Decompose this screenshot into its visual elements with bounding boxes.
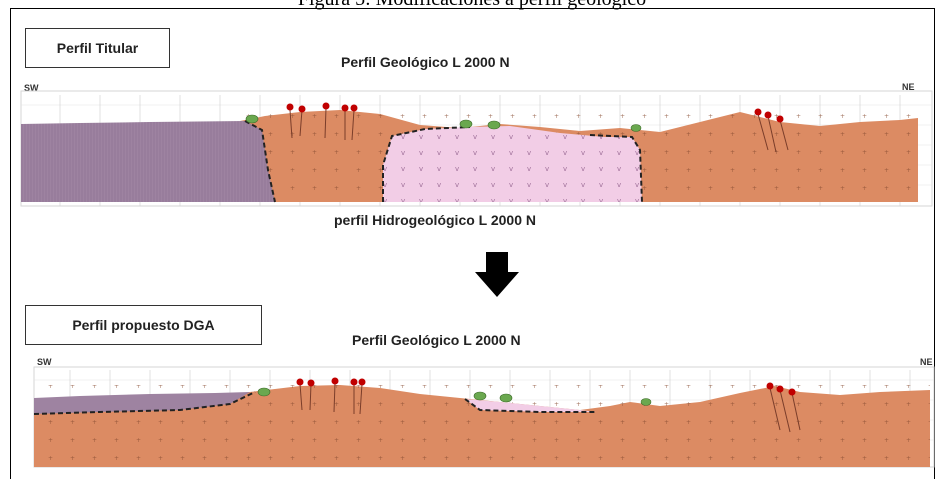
bottom-ne-label: NE (920, 357, 933, 367)
bottom-contact-left (33, 391, 256, 415)
figure-caption: Figura 5: Modificaciones a perfil geológ… (0, 0, 944, 11)
perfil-propuesto-label: Perfil propuesto DGA (25, 305, 262, 345)
down-arrow-icon (475, 252, 519, 297)
bottom-red-markers (296, 377, 796, 396)
hydro-section-title: perfil Hidrogeológico L 2000 N (334, 212, 537, 228)
top-ne-label: NE (902, 82, 915, 92)
top-contact-pink-right (589, 134, 643, 203)
bottom-green-markers (257, 387, 652, 406)
top-red-markers (286, 102, 784, 123)
perfil-titular-label: Perfil Titular (25, 28, 170, 68)
top-contact-pink (382, 126, 471, 202)
bottom-purple-unit (34, 392, 250, 414)
bottom-sw-label: SW (37, 357, 52, 367)
figure-frame (10, 8, 935, 479)
bottom-pink-unit (465, 399, 596, 412)
top-green-markers (245, 114, 642, 132)
bottom-drillholes (299, 382, 801, 433)
top-pink-unit (383, 126, 642, 202)
top-contact-left (244, 120, 276, 203)
top-sw-label: SW (24, 83, 39, 93)
top-drillholes (289, 107, 789, 153)
top-purple-unit (21, 121, 275, 202)
bottom-contact-pink (464, 398, 596, 413)
top-section-title: Perfil Geológico L 2000 N (341, 54, 510, 70)
bottom-section-title: Perfil Geológico L 2000 N (352, 332, 521, 348)
